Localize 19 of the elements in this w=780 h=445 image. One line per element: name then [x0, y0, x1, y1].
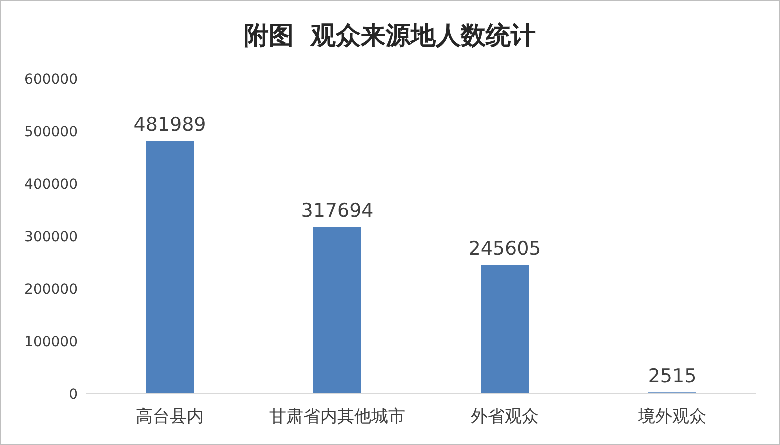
x-tick-label: 境外观众 [637, 407, 706, 428]
y-tick-label: 600000 [24, 72, 78, 88]
x-tick-label: 高台县内 [136, 407, 204, 428]
y-tick-label: 0 [69, 386, 78, 403]
x-tick-label: 外省观众 [470, 407, 539, 428]
bar [481, 265, 529, 394]
data-label: 481989 [134, 114, 206, 136]
x-tick-label: 甘肃省内其他城市 [269, 407, 406, 428]
y-tick-label: 500000 [24, 124, 78, 140]
y-tick-label: 400000 [24, 176, 78, 193]
y-tick-label: 100000 [24, 334, 78, 350]
bar [314, 227, 362, 394]
data-label: 2515 [648, 366, 697, 388]
data-label: 317694 [301, 200, 374, 222]
y-tick-label: 200000 [24, 282, 78, 298]
bar [146, 140, 194, 394]
chart-title: 附图 观众来源地人数统计 [242, 20, 538, 52]
data-label: 245605 [468, 238, 542, 260]
y-tick-label: 300000 [24, 229, 78, 246]
